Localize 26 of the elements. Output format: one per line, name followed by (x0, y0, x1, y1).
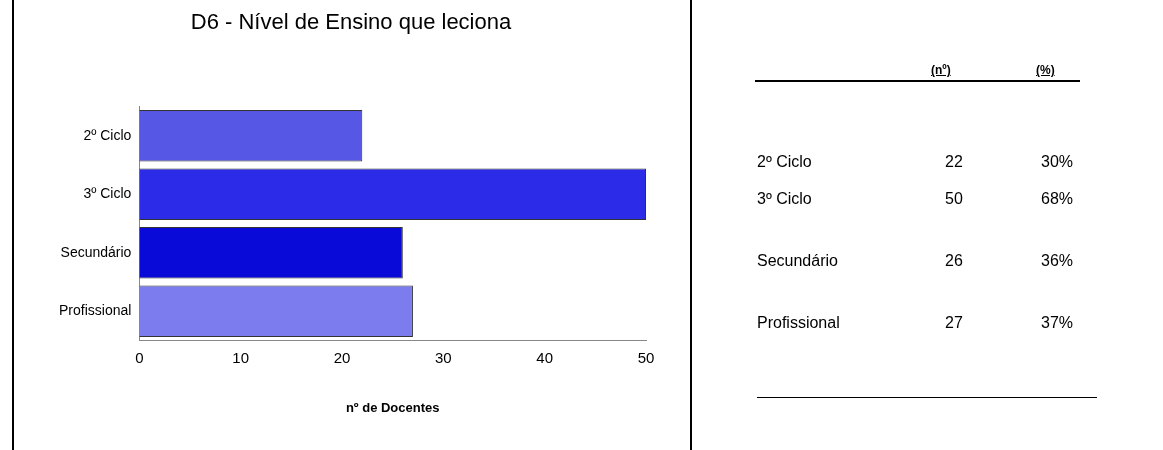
y-tick-label: 2º Ciclo (83, 126, 132, 143)
chart-title: D6 - Nível de Ensino que leciona (190, 9, 512, 35)
text: (nº) (931, 63, 951, 77)
x-tick-label: 20 (333, 348, 351, 366)
text: 27 (945, 314, 963, 332)
x-tick-label: 40 (536, 348, 554, 366)
y-tick-label: Secundário (60, 243, 132, 260)
text: 22 (945, 153, 963, 171)
text: 37% (1041, 314, 1074, 332)
text: Profissional (757, 314, 840, 332)
text: 30% (1041, 153, 1074, 171)
text: 3º Ciclo (757, 190, 812, 208)
text: 68% (1041, 190, 1074, 208)
x-axis-title: nº de Docentes (345, 399, 440, 415)
text: 50 (945, 190, 963, 208)
x-tick-label: 0 (135, 348, 144, 366)
x-tick-label: 30 (435, 348, 452, 366)
y-tick-label: Profissional (58, 302, 132, 319)
y-tick-label: 3º Ciclo (83, 185, 132, 202)
text: Secundário (757, 252, 838, 270)
text: (%) (1036, 63, 1055, 77)
text: 36% (1041, 252, 1074, 270)
x-tick-label: 10 (232, 348, 250, 366)
text: 2º Ciclo (757, 153, 812, 171)
x-tick-label: 50 (637, 348, 655, 366)
text: 26 (945, 252, 963, 270)
